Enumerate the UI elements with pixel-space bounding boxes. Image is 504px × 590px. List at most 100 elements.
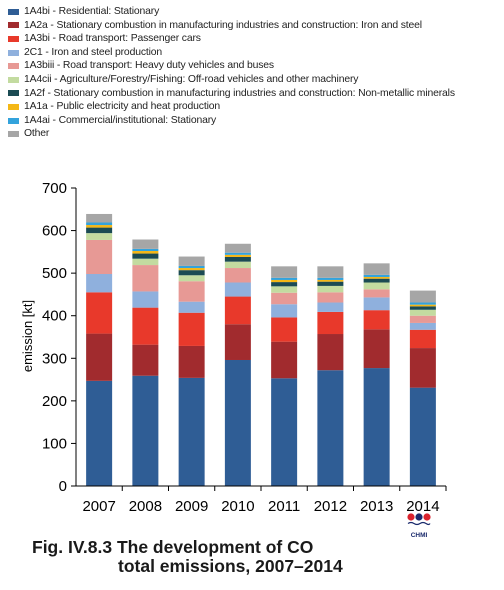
- bar-segment: [224, 282, 251, 297]
- bar-segment: [317, 281, 344, 286]
- x-tick-label: 2011: [268, 498, 300, 515]
- y-tick-label: 600: [42, 223, 67, 240]
- bar-segment: [132, 307, 159, 345]
- y-tick-label: 0: [59, 478, 67, 495]
- bar-segment: [86, 333, 113, 381]
- bar-segment: [363, 310, 390, 330]
- bar-segment: [317, 285, 344, 293]
- bar-segment: [409, 306, 436, 310]
- bar-segment: [409, 348, 436, 388]
- bar-segment: [86, 233, 113, 240]
- bar-segment: [409, 329, 436, 349]
- bar-segment: [224, 268, 251, 283]
- y-tick-label: 500: [42, 265, 67, 282]
- legend-swatch: [8, 131, 19, 138]
- legend-label: 1A2f - Stationary combustion in manufact…: [24, 87, 455, 99]
- bar-segment: [178, 312, 205, 346]
- legend-item: 1A3bi - Road transport: Passenger cars: [8, 32, 500, 46]
- bar-segment: [132, 265, 159, 292]
- bar-segment: [317, 370, 344, 486]
- bar-segment: [271, 277, 298, 280]
- legend-label: 1A2a - Stationary combustion in manufact…: [24, 19, 422, 31]
- legend-label: 2C1 - Iron and steel production: [24, 46, 163, 58]
- bar-segment: [271, 304, 298, 318]
- legend-item: 1A4cii - Agriculture/Forestry/Fishing: O…: [8, 73, 500, 87]
- bar-segment: [271, 286, 298, 293]
- y-tick-label: 300: [42, 350, 67, 367]
- bar-segment: [178, 265, 205, 269]
- y-tick-label: 200: [42, 393, 67, 410]
- legend-label: 1A3bi - Road transport: Passenger cars: [24, 33, 201, 45]
- y-tick-label: 400: [42, 308, 67, 325]
- bar-segment: [178, 377, 205, 486]
- legend-swatch: [8, 22, 19, 29]
- legend-item: 1A1a - Public electricity and heat produ…: [8, 100, 500, 114]
- figure-caption: Fig. IV.8.3 The development of CO total …: [32, 538, 343, 576]
- y-tick-label: 100: [42, 435, 67, 452]
- bar-segment: [409, 290, 436, 303]
- bar-segment: [132, 375, 159, 486]
- bar-segment: [317, 279, 344, 282]
- bar-segment: [409, 309, 436, 316]
- bar-segment: [317, 334, 344, 371]
- legend-swatch: [8, 8, 19, 15]
- legend-item: 1A2f - Stationary combustion in manufact…: [8, 87, 500, 101]
- bar-segment: [86, 222, 113, 226]
- bar-segment: [363, 276, 390, 279]
- legend-swatch: [8, 63, 19, 70]
- bar-segment: [271, 317, 298, 342]
- bar-segment: [409, 387, 436, 486]
- bar-segment: [178, 281, 205, 302]
- bar-segment: [363, 368, 390, 486]
- legend-item: 1A2a - Stationary combustion in manufact…: [8, 19, 500, 33]
- legend-swatch: [8, 90, 19, 97]
- bar-segment: [132, 251, 159, 254]
- bar-segment: [178, 256, 205, 266]
- bar-segment: [224, 359, 251, 486]
- x-tick-label: 2013: [360, 498, 393, 515]
- legend-swatch: [8, 49, 19, 56]
- caption-line-1: Fig. IV.8.3 The development of CO: [32, 537, 314, 557]
- bar-segment: [178, 345, 205, 378]
- bar-segment: [132, 253, 159, 259]
- bar-segment: [363, 329, 390, 369]
- bar-segment: [409, 322, 436, 330]
- bar-segment: [178, 301, 205, 313]
- logo-text: CHMI: [410, 532, 428, 539]
- legend-swatch: [8, 117, 19, 124]
- bar-segment: [363, 289, 390, 298]
- x-tick-label: 2007: [82, 498, 115, 515]
- bar-segment: [317, 292, 344, 303]
- legend-label: 1A4bi - Residential: Stationary: [24, 6, 160, 17]
- bar-segment: [132, 239, 159, 249]
- x-tick-label: 2014: [406, 498, 439, 515]
- bar-segment: [363, 297, 390, 311]
- chmi-logo: CHMI: [406, 512, 432, 539]
- bar-segment: [86, 239, 113, 274]
- x-tick-label: 2008: [129, 498, 162, 515]
- bar-segment: [86, 213, 113, 223]
- bar-segment: [271, 279, 298, 283]
- bar-segment: [363, 282, 390, 290]
- bar-segment: [86, 273, 113, 293]
- bar-segment: [271, 378, 298, 486]
- bar-segment: [317, 311, 344, 335]
- bar-segment: [409, 315, 436, 323]
- bar-segment: [224, 296, 251, 325]
- bar-segment: [86, 292, 113, 334]
- bar-segment: [86, 225, 113, 228]
- bar-segment: [224, 261, 251, 269]
- chmi-logo-icon: [407, 513, 431, 526]
- caption-line-2: total emissions, 2007–2014: [118, 556, 343, 576]
- bar-segment: [271, 282, 298, 287]
- bar-segment: [178, 268, 205, 271]
- legend-item: 2C1 - Iron and steel production: [8, 46, 500, 60]
- legend-swatch: [8, 76, 19, 83]
- bar-segment: [409, 304, 436, 307]
- y-axis-title: emission [kt]: [20, 300, 35, 372]
- legend-label: Other: [24, 128, 50, 140]
- bar-segment: [224, 324, 251, 360]
- legend-item: Other: [8, 127, 500, 141]
- legend: 1A4bi - Residential: Stationary 1A2a - St…: [8, 5, 500, 141]
- bar-segment: [317, 266, 344, 278]
